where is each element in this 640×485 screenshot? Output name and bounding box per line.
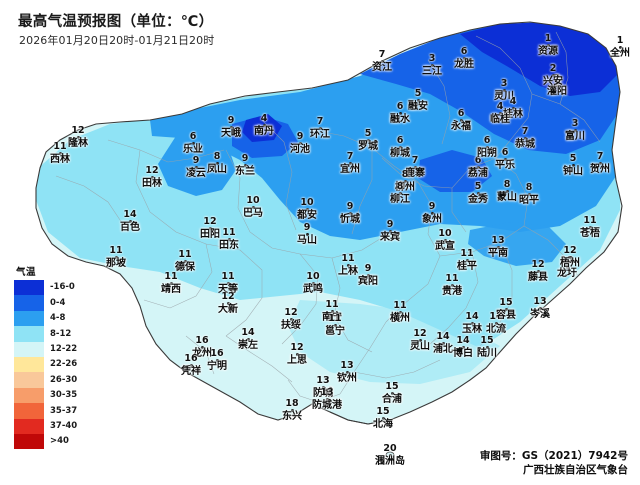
legend-row: 0-4 [14,295,88,311]
province-boundary [35,21,623,425]
legend-swatch [14,433,44,450]
legend-label: 12-22 [50,344,78,354]
legend-label: -16-0 [50,282,75,293]
legend-swatch [14,403,44,419]
legend-row: 26-30 [14,372,88,388]
legend-swatch [14,356,44,373]
legend-row: 22-26 [14,356,88,373]
legend-swatch [14,372,44,388]
county-boundaries [55,31,601,403]
legend-swatch [14,418,44,434]
legend-row: 12-22 [14,341,88,357]
legend-label: 37-40 [50,420,78,431]
legend-swatch [14,326,44,342]
attribution: 审图号：GS（2021）7942号 广西壮族自治区气象台 [480,449,628,477]
legend-row: -16-0 [14,280,88,296]
legend-row: 30-35 [14,387,88,404]
issuing-organization: 广西壮族自治区气象台 [523,463,628,476]
legend-label: 35-37 [50,405,78,416]
legend-label: 22-26 [50,359,78,370]
legend-swatch [14,341,44,357]
legend-swatch [14,310,44,327]
forecast-period: 2026年01月20日20时-01月21日20时 [19,34,215,47]
header: 最高气温预报图（单位：℃） 2026年01月20日20时-01月21日20时 [0,0,640,56]
legend-swatch [14,295,44,311]
legend-title: 气温 [16,267,37,278]
legend-row: 4-8 [14,310,88,327]
legend-label: 26-30 [50,374,78,385]
legend-swatch [14,387,44,404]
map-approval-number: 审图号：GS（2021）7942号 [479,449,628,462]
legend-label: 4-8 [50,313,66,324]
legend-swatch [14,280,44,296]
weizhou-island [385,451,395,459]
page-title: 最高气温预报图（单位：℃） [18,14,214,30]
legend-label: 0-4 [50,297,66,308]
temperature-legend: 气温 -16-0 0-4 4-8 8-12 12-22 22-26 26-30 30-35 35… [14,264,88,450]
legend-label: 30-35 [50,390,78,401]
legend-row: 37-40 [14,418,88,434]
coastline [329,411,391,425]
legend-label: 8-12 [50,328,72,339]
legend-row: 35-37 [14,403,88,419]
temp-band-minus16-0 [242,22,618,142]
legend-row: >40 [14,433,88,450]
legend-row: 8-12 [14,326,88,342]
legend-rows: -16-0 0-4 4-8 8-12 12-22 22-26 26-30 30-35 35-37… [14,280,88,450]
legend-label: >40 [50,436,69,447]
